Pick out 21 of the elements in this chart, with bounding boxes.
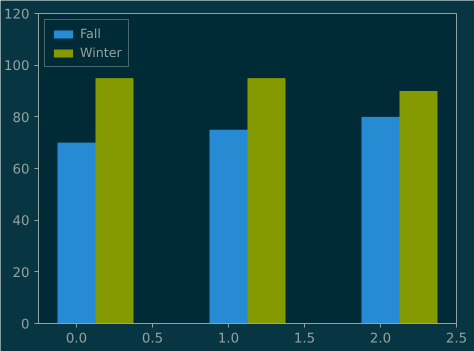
y-tick-label: 0 [21, 318, 30, 332]
bar [400, 91, 438, 324]
y-tick-label: 80 [12, 110, 30, 126]
x-tick-label: 0.0 [66, 332, 88, 346]
bar [362, 116, 400, 324]
y-tick-label: 100 [4, 59, 30, 74]
x-tick-label: 2.5 [446, 332, 468, 346]
y-tick-label: 20 [12, 266, 30, 281]
y-tick-label: 60 [12, 162, 30, 178]
bar [96, 78, 134, 324]
bar [210, 130, 248, 324]
legend-label: Winter [80, 45, 122, 60]
x-tick-label: 0.5 [142, 332, 164, 346]
bar [58, 142, 96, 324]
x-tick-label: 2.0 [370, 332, 392, 346]
bar [248, 78, 286, 324]
y-tick-label: 120 [4, 8, 30, 22]
legend-label: Fall [80, 26, 101, 41]
x-tick-label: 1.0 [218, 332, 240, 346]
x-tick-label: 1.5 [294, 332, 316, 346]
y-tick-label: 40 [12, 214, 30, 230]
